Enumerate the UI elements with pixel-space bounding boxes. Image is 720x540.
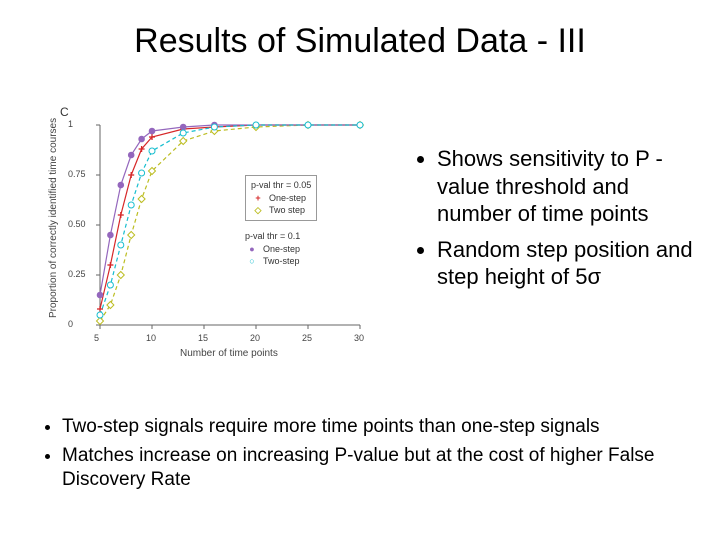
y-axis-label: Proportion of correctly identified time … xyxy=(48,118,59,318)
legend-swatch-icon: + xyxy=(251,192,265,205)
right-bullet-item: Random step position and step height of … xyxy=(437,236,705,291)
legend-swatch-icon: ○ xyxy=(245,255,259,268)
slide-title: Results of Simulated Data - III xyxy=(0,22,720,61)
y-tick: 1 xyxy=(68,119,73,129)
bottom-bullet-list: Two-step signals require more time point… xyxy=(40,415,680,497)
y-tick: 0.50 xyxy=(68,219,86,229)
y-tick: 0.25 xyxy=(68,269,86,279)
chart-svg xyxy=(30,100,390,380)
x-axis-label: Number of time points xyxy=(180,348,278,359)
x-tick: 30 xyxy=(354,333,364,343)
x-tick: 20 xyxy=(250,333,260,343)
legend-swatch-icon: ● xyxy=(245,243,259,256)
bottom-bullet-item: Matches increase on increasing P-value b… xyxy=(62,444,680,493)
legend-label: One-step xyxy=(263,243,300,256)
legend-title: p-val thr = 0.05 xyxy=(251,179,311,192)
y-tick: 0 xyxy=(68,319,73,329)
legend-label: One-step xyxy=(269,192,306,205)
bottom-bullet-item: Two-step signals require more time point… xyxy=(62,415,680,440)
legend-swatch-icon: ◇ xyxy=(251,204,265,217)
legend-row: ○ Two-step xyxy=(245,255,300,268)
legend-row: + One-step xyxy=(251,192,311,205)
x-tick: 5 xyxy=(94,333,99,343)
chart-container: C Proportion of correctly identified tim… xyxy=(30,100,390,380)
legend-p005: p-val thr = 0.05+ One-step ◇ Two step xyxy=(245,175,317,221)
slide: Results of Simulated Data - III C Propor… xyxy=(0,0,720,540)
right-bullet-item: Shows sensitivity to P -value threshold … xyxy=(437,145,705,228)
right-bullet-list: Shows sensitivity to P -value threshold … xyxy=(415,145,705,299)
legend-label: Two-step xyxy=(263,255,300,268)
legend-row: ● One-step xyxy=(245,243,300,256)
x-tick: 15 xyxy=(198,333,208,343)
legend-p01: p-val thr = 0.1● One-step ○ Two-step xyxy=(245,230,300,268)
y-tick: 0.75 xyxy=(68,169,86,179)
legend-title: p-val thr = 0.1 xyxy=(245,230,300,243)
legend-row: ◇ Two step xyxy=(251,204,311,217)
x-tick: 10 xyxy=(146,333,156,343)
legend-label: Two step xyxy=(269,204,305,217)
x-tick: 25 xyxy=(302,333,312,343)
